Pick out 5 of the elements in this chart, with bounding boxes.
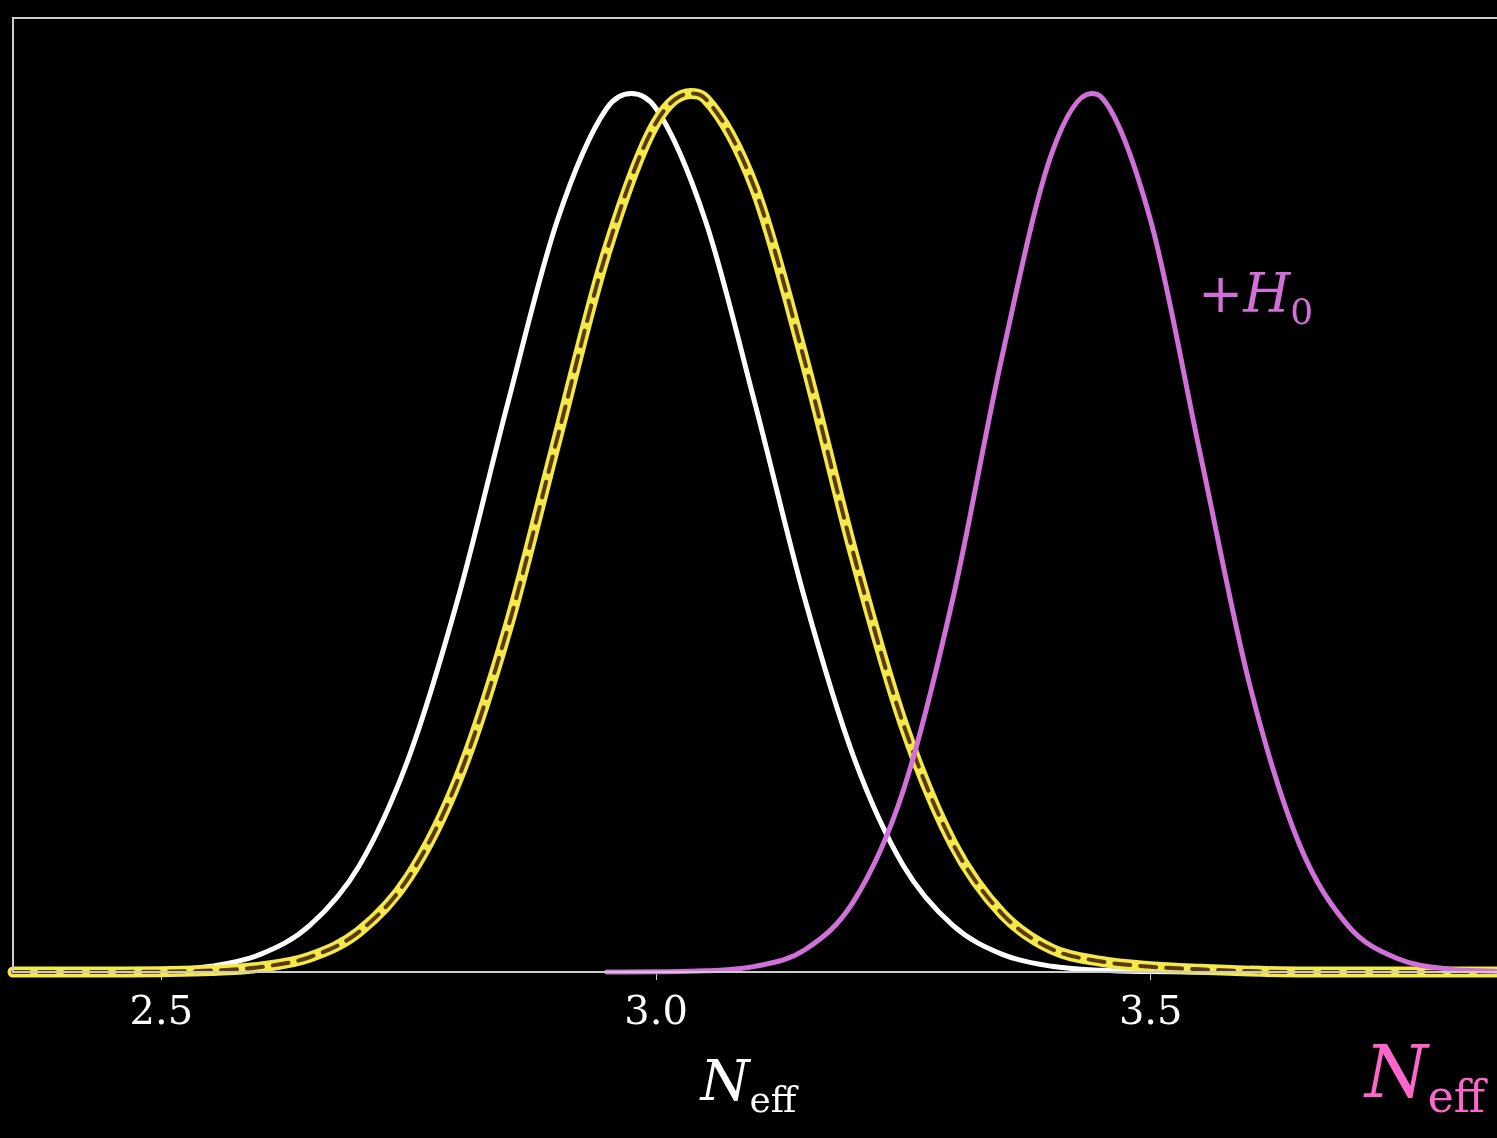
annotation: +H$_{0}$: [1198, 262, 1314, 332]
x-tick-label: 3.5: [1118, 987, 1183, 1034]
x-tick-label: 2.5: [129, 987, 194, 1034]
x-tick-label: 3.0: [624, 987, 688, 1034]
x-axis-title: N$_{eff}$: [700, 1048, 797, 1121]
